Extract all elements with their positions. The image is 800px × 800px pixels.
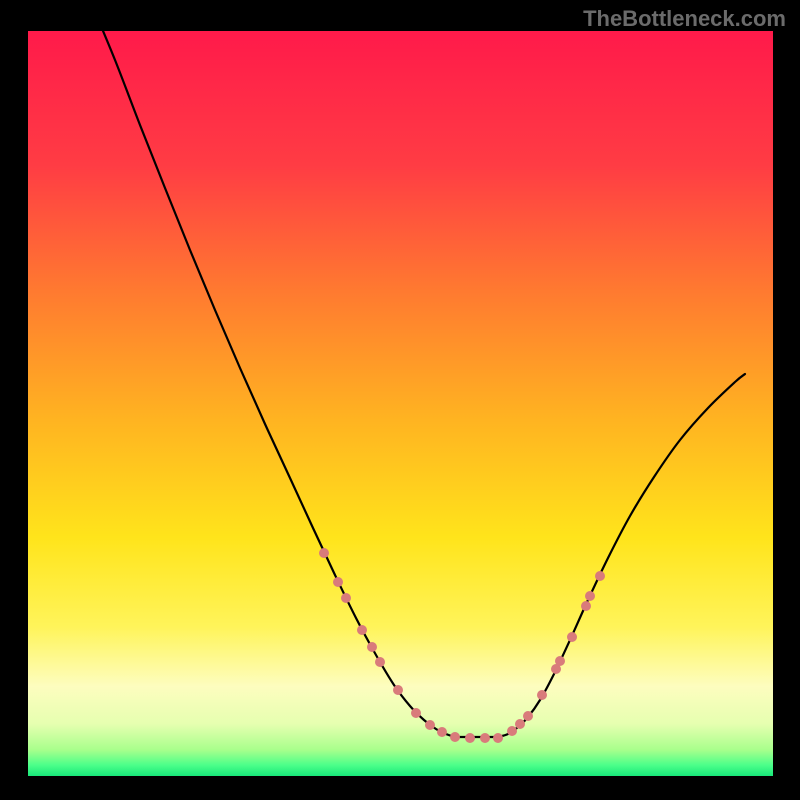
curve-layer bbox=[28, 31, 773, 776]
marker-point bbox=[319, 548, 329, 558]
marker-point bbox=[595, 571, 605, 581]
marker-point bbox=[567, 632, 577, 642]
marker-point bbox=[515, 719, 525, 729]
marker-point bbox=[425, 720, 435, 730]
left-curve bbox=[90, 31, 455, 737]
marker-point bbox=[581, 601, 591, 611]
marker-point bbox=[480, 733, 490, 743]
plot-area bbox=[28, 31, 773, 776]
marker-point bbox=[437, 727, 447, 737]
marker-point bbox=[357, 625, 367, 635]
marker-point bbox=[411, 708, 421, 718]
marker-point bbox=[523, 711, 533, 721]
marker-point bbox=[555, 656, 565, 666]
scatter-markers bbox=[319, 548, 605, 743]
marker-point bbox=[341, 593, 351, 603]
marker-point bbox=[375, 657, 385, 667]
marker-point bbox=[393, 685, 403, 695]
marker-point bbox=[367, 642, 377, 652]
marker-point bbox=[465, 733, 475, 743]
marker-point bbox=[493, 733, 503, 743]
right-curve bbox=[498, 374, 745, 737]
marker-point bbox=[450, 732, 460, 742]
marker-point bbox=[507, 726, 517, 736]
marker-point bbox=[333, 577, 343, 587]
watermark-text: TheBottleneck.com bbox=[583, 6, 786, 32]
marker-point bbox=[537, 690, 547, 700]
marker-point bbox=[585, 591, 595, 601]
chart-container: TheBottleneck.com bbox=[0, 0, 800, 800]
